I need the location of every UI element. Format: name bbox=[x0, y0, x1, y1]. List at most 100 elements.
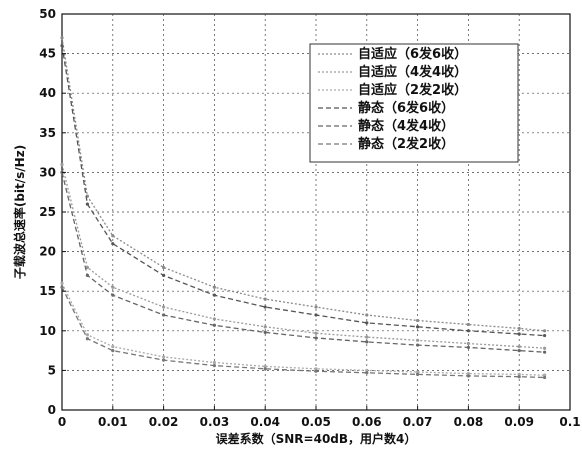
data-point bbox=[416, 343, 420, 347]
data-point bbox=[517, 349, 521, 353]
data-point bbox=[365, 340, 369, 344]
y-tick-label: 45 bbox=[39, 47, 56, 61]
data-point bbox=[517, 372, 521, 376]
data-point bbox=[263, 330, 267, 334]
y-tick-label: 20 bbox=[39, 245, 56, 259]
x-tick-label: 0.02 bbox=[149, 415, 179, 429]
data-point bbox=[85, 333, 89, 337]
series-line-4 bbox=[61, 45, 545, 337]
data-point bbox=[466, 322, 470, 327]
data-point bbox=[60, 285, 64, 289]
data-point bbox=[212, 317, 216, 321]
data-point bbox=[111, 349, 115, 353]
data-point bbox=[466, 371, 470, 376]
y-axis-ticks: 0 5 10 15 20 25 30 35 40 45 50 bbox=[39, 7, 66, 417]
x-tick-label: 0.07 bbox=[403, 415, 433, 429]
y-tick-label: 50 bbox=[39, 7, 56, 21]
data-point bbox=[111, 234, 115, 238]
data-point bbox=[543, 350, 547, 354]
series-line-5 bbox=[61, 172, 545, 353]
x-axis-ticks: 0 0.01 0.02 0.03 0.04 0.05 0.06 0.07 0.08 0.09 0.1 bbox=[58, 406, 581, 429]
legend-label-4: 静态（6发6收） bbox=[358, 100, 454, 116]
x-tick-label: 0.05 bbox=[301, 415, 331, 429]
data-point bbox=[162, 313, 166, 317]
data-point bbox=[263, 305, 267, 309]
data-point bbox=[543, 333, 547, 338]
data-point bbox=[111, 293, 115, 297]
data-point bbox=[60, 162, 64, 167]
data-point bbox=[162, 305, 166, 309]
data-point bbox=[212, 360, 216, 365]
data-point bbox=[314, 305, 318, 309]
data-point bbox=[60, 36, 64, 40]
y-tick-label: 40 bbox=[39, 86, 56, 100]
data-point bbox=[365, 371, 369, 375]
data-point bbox=[365, 368, 369, 372]
data-point bbox=[162, 358, 166, 362]
x-tick-label: 0.06 bbox=[352, 415, 382, 429]
series-group bbox=[60, 36, 547, 380]
y-tick-label: 15 bbox=[39, 284, 56, 298]
data-point bbox=[466, 374, 470, 378]
data-point bbox=[416, 338, 420, 342]
y-axis-title: 子载波总速率(bit/s/Hz) bbox=[12, 145, 27, 279]
data-point bbox=[314, 369, 318, 373]
y-tick-label: 25 bbox=[39, 205, 56, 219]
y-tick-label: 0 bbox=[48, 403, 56, 417]
y-tick-label: 35 bbox=[39, 126, 56, 140]
x-tick-label: 0.09 bbox=[504, 415, 534, 429]
data-point bbox=[416, 370, 420, 374]
x-tick-label: 0.1 bbox=[559, 415, 580, 429]
data-point bbox=[543, 329, 547, 333]
series-line-2 bbox=[61, 164, 545, 349]
legend-label-1: 自适应（6发6收） bbox=[358, 46, 467, 62]
data-point bbox=[85, 265, 89, 270]
y-tick-label: 30 bbox=[39, 165, 56, 179]
data-point bbox=[263, 297, 267, 301]
data-point bbox=[85, 202, 89, 206]
data-point bbox=[212, 293, 216, 297]
legend-box bbox=[309, 43, 519, 163]
data-point bbox=[314, 313, 318, 317]
legend-label-6: 静态（2发2收） bbox=[358, 136, 454, 152]
data-point bbox=[314, 367, 318, 371]
data-point bbox=[517, 345, 521, 349]
y-tick-label: 10 bbox=[39, 324, 56, 338]
x-tick-label: 0.08 bbox=[454, 415, 484, 429]
data-point bbox=[162, 355, 166, 359]
data-point bbox=[263, 325, 267, 329]
data-point bbox=[60, 281, 64, 285]
data-point bbox=[85, 337, 89, 341]
data-point bbox=[543, 373, 547, 377]
data-point bbox=[111, 345, 115, 349]
data-point bbox=[466, 345, 470, 350]
data-point bbox=[466, 341, 470, 346]
data-point bbox=[466, 329, 470, 333]
x-tick-label: 0 bbox=[58, 415, 66, 429]
x-tick-label: 0.01 bbox=[98, 415, 128, 429]
legend-label-2: 自适应（4发4收） bbox=[358, 64, 467, 80]
legend: 自适应（6发6收） 自适应（4发4收） 自适应（2发2收） 静态（6发6收） 静态（4发… bbox=[309, 43, 519, 163]
data-point bbox=[212, 364, 216, 368]
data-point bbox=[543, 375, 547, 380]
series-line-6 bbox=[61, 286, 545, 379]
data-point bbox=[212, 323, 216, 327]
data-point bbox=[111, 242, 115, 246]
data-point bbox=[517, 375, 521, 379]
x-tick-label: 0.03 bbox=[200, 415, 230, 429]
data-point bbox=[365, 335, 369, 339]
data-point bbox=[162, 273, 166, 277]
data-point bbox=[365, 321, 369, 325]
data-point bbox=[517, 332, 521, 336]
data-point bbox=[314, 331, 318, 335]
data-point bbox=[543, 346, 547, 350]
data-point bbox=[60, 44, 64, 48]
legend-label-3: 自适应（2发2收） bbox=[358, 82, 467, 98]
data-point bbox=[162, 265, 166, 270]
data-point bbox=[111, 285, 115, 289]
data-point bbox=[517, 326, 521, 331]
data-point bbox=[416, 372, 420, 376]
data-point bbox=[365, 313, 369, 317]
x-axis-title: 误差系数（SNR=40dB，用户数4） bbox=[216, 431, 417, 446]
legend-label-5: 静态（4发4收） bbox=[358, 118, 454, 134]
